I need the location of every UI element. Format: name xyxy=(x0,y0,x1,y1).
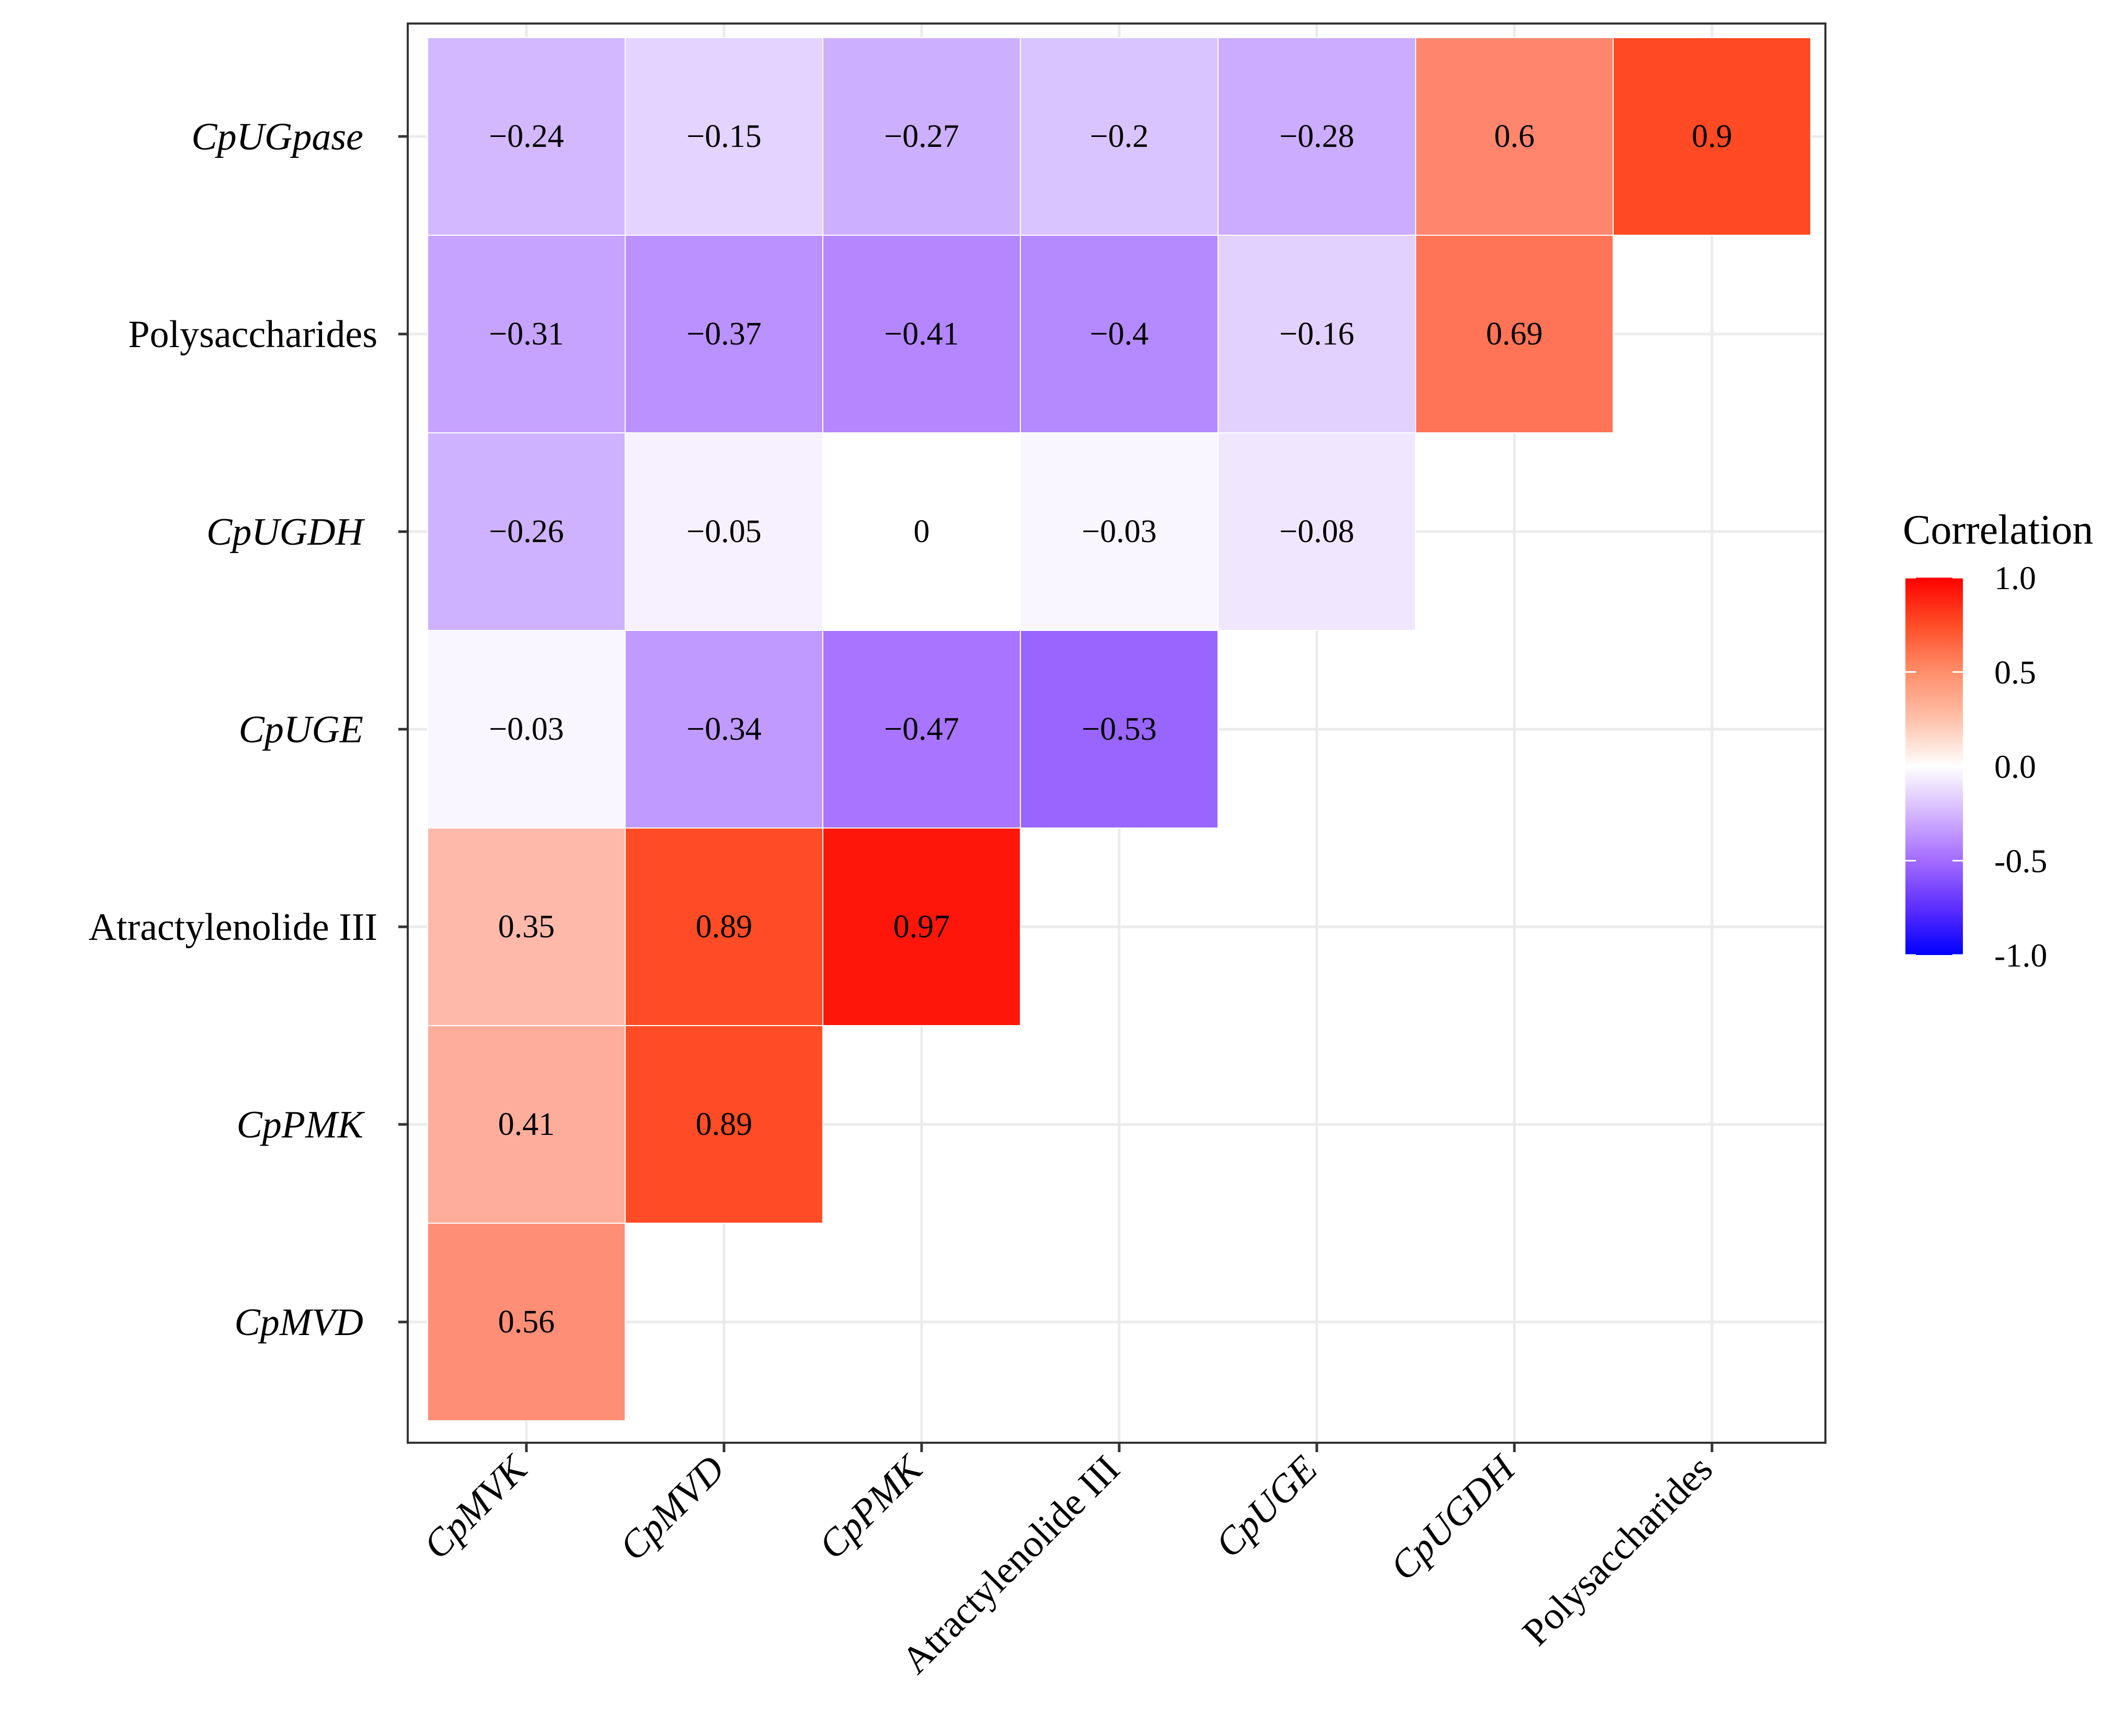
y-tick-label-atractylenolide-iii: Atractylenolide III xyxy=(88,906,377,949)
heatmap-cell xyxy=(427,630,626,829)
cell-value-label: −0.26 xyxy=(489,514,564,549)
legend-tick-label: 0.5 xyxy=(1994,654,2036,691)
heatmap-cell xyxy=(1020,235,1219,433)
y-tick-label-polysaccharides: Polysaccharides xyxy=(128,313,377,356)
cell-value-label: −0.47 xyxy=(884,711,959,747)
legend-tick-label: -1.0 xyxy=(1994,937,2047,974)
cell-value-label: −0.27 xyxy=(884,119,959,154)
legend-tick-label: 0.0 xyxy=(1994,748,2036,785)
cell-value-label: 0.89 xyxy=(696,1107,753,1142)
heatmap-cells xyxy=(427,37,1811,1421)
cell-value-label: 0.9 xyxy=(1692,119,1732,154)
cell-value-label: 0 xyxy=(914,514,930,549)
heatmap-cell xyxy=(822,432,1021,631)
cell-value-label: 0.35 xyxy=(498,909,555,945)
cell-value-label: 0.56 xyxy=(498,1304,555,1340)
cell-value-label: −0.03 xyxy=(1082,514,1156,549)
cell-value-label: −0.31 xyxy=(489,316,564,352)
heatmap-cell xyxy=(1020,432,1219,631)
cell-value-label: 0.6 xyxy=(1494,119,1535,154)
y-tick-label-cpuge: CpUGE xyxy=(239,708,363,751)
heatmap-cell xyxy=(427,1223,626,1421)
heatmap-cell xyxy=(427,827,626,1026)
panel-border xyxy=(407,22,1826,1444)
heatmap-cell xyxy=(822,827,1021,1026)
y-tick-label-cpugpase: CpUGpase xyxy=(191,116,363,158)
heatmap-cell xyxy=(1415,235,1614,433)
cell-value-label: −0.05 xyxy=(686,514,761,549)
x-tick-label-atractylenolide-iii: Atractylenolide III xyxy=(893,1447,1128,1682)
heatmap-cell xyxy=(625,235,823,433)
heatmap-cell xyxy=(1415,37,1614,236)
legend-tick-label: 1.0 xyxy=(1994,559,2036,596)
cell-value-label: 0.69 xyxy=(1486,316,1543,352)
color-legend: Correlation 1.0 0.5 0.0 -0.5 -1.0 xyxy=(1903,507,2093,974)
heatmap-cell xyxy=(625,432,823,631)
x-tick-label-cpuge: CpUGE xyxy=(1207,1447,1326,1566)
cell-value-label: −0.03 xyxy=(489,711,564,747)
y-axis: CpUGpase Polysaccharides CpUGDH CpUGE Atract… xyxy=(88,116,408,1344)
heatmap-cell xyxy=(1217,432,1416,631)
x-tick-label-polysaccharides: Polysaccharides xyxy=(1514,1447,1721,1654)
cell-value-label: −0.4 xyxy=(1090,316,1148,352)
heatmap-cell xyxy=(1020,630,1219,829)
cell-value-label: −0.37 xyxy=(686,316,761,352)
heatmap-cell xyxy=(427,37,626,236)
cell-value-label: 0.41 xyxy=(498,1107,555,1142)
heatmap-cell xyxy=(1613,37,1811,236)
heatmap-cell xyxy=(625,827,823,1026)
legend-ticks: 1.0 0.5 0.0 -0.5 -1.0 xyxy=(1905,559,2047,974)
cell-value-label: −0.53 xyxy=(1082,711,1156,747)
cell-value-labels: −0.24 −0.15 −0.27 −0.2 −0.28 0.6 0.9 −0.31 −0.37… xyxy=(489,119,1732,1340)
cell-value-label: −0.34 xyxy=(686,711,761,747)
cell-value-label: −0.2 xyxy=(1090,119,1148,154)
heatmap-cell xyxy=(427,432,626,631)
legend-tick-label: -0.5 xyxy=(1994,843,2047,880)
heatmap-cell xyxy=(1020,37,1219,236)
x-tick-label-cpmvd: CpMVD xyxy=(612,1447,733,1569)
cell-value-label: −0.16 xyxy=(1279,316,1354,352)
heatmap-cell xyxy=(822,37,1021,236)
heatmap-cell xyxy=(625,37,823,236)
cell-value-label: −0.28 xyxy=(1279,119,1354,154)
cell-value-label: −0.41 xyxy=(884,316,959,352)
legend-title: Correlation xyxy=(1903,507,2093,553)
y-tick-label-cpugdh: CpUGDH xyxy=(206,511,365,554)
cell-value-label: 0.89 xyxy=(696,909,753,945)
y-tick-label-cppmk: CpPMK xyxy=(236,1103,365,1146)
x-tick-label-cppmk: CpPMK xyxy=(811,1446,932,1567)
y-tick-label-cpmvd: CpMVD xyxy=(234,1301,363,1344)
plot-panel: −0.24 −0.15 −0.27 −0.2 −0.28 0.6 0.9 −0.31 −0.37… xyxy=(407,22,1826,1444)
x-tick-label-cpugdh: CpUGDH xyxy=(1382,1446,1525,1589)
cell-value-label: −0.24 xyxy=(489,119,564,154)
heatmap-cell xyxy=(427,235,626,433)
cell-value-label: 0.97 xyxy=(893,909,950,945)
cell-value-label: −0.08 xyxy=(1279,514,1354,549)
heatmap-cell xyxy=(625,1025,823,1224)
x-tick-label-cpmvk: CpMVK xyxy=(416,1446,537,1567)
heatmap-cell xyxy=(625,630,823,829)
heatmap-cell xyxy=(822,630,1021,829)
cell-value-label: −0.15 xyxy=(686,119,761,154)
heatmap-cell xyxy=(427,1025,626,1224)
